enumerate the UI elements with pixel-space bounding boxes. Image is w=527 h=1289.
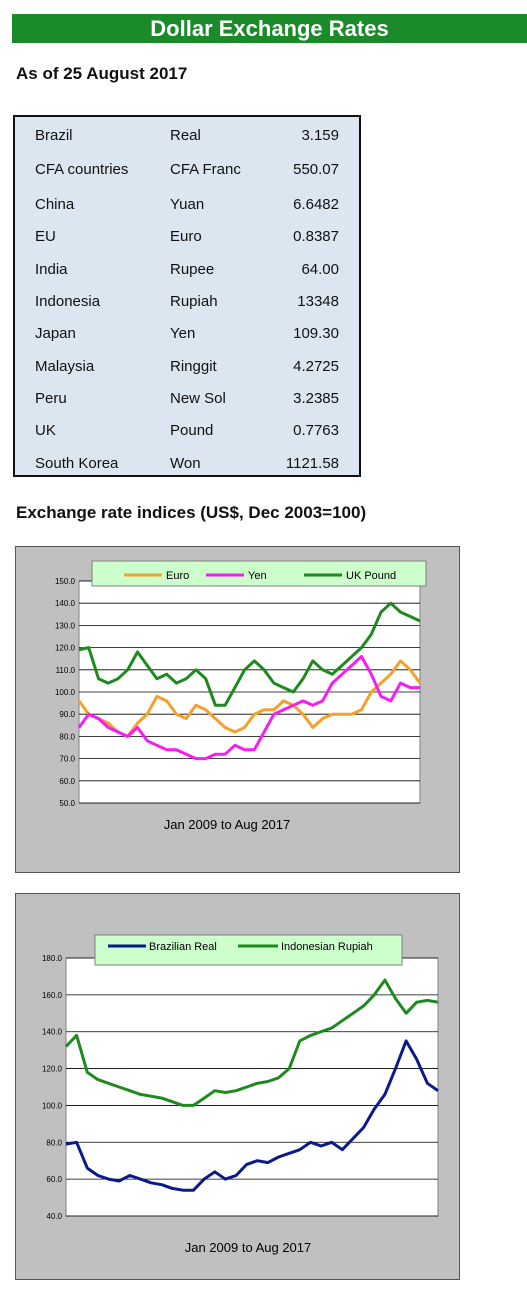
legend-label: Euro bbox=[166, 570, 189, 582]
country-cell: Malaysia bbox=[35, 358, 95, 375]
table-row: South Korea Won 1121.58 bbox=[15, 452, 359, 476]
currency-cell: Yuan bbox=[170, 196, 205, 213]
y-tick-label: 150.0 bbox=[55, 577, 76, 586]
y-tick-label: 100.0 bbox=[55, 688, 76, 697]
y-tick-label: 130.0 bbox=[55, 621, 76, 630]
plot-area bbox=[65, 957, 439, 1217]
currency-cell: Rupiah bbox=[170, 293, 218, 310]
currency-cell: New Sol bbox=[170, 390, 226, 407]
y-tick-label: 60.0 bbox=[59, 777, 75, 786]
y-tick-label: 110.0 bbox=[56, 666, 76, 675]
y-tick-label: 60.0 bbox=[46, 1175, 62, 1184]
rate-cell: 3.2385 bbox=[293, 390, 339, 407]
y-tick-label: 70.0 bbox=[59, 755, 75, 764]
country-cell: UK bbox=[35, 422, 56, 439]
rate-cell: 0.8387 bbox=[293, 228, 339, 245]
table-row: Indonesia Rupiah 13348 bbox=[15, 290, 359, 314]
table-row: China Yuan 6.6482 bbox=[15, 193, 359, 217]
series-line-brazilian-real bbox=[65, 1039, 439, 1192]
y-tick-label: 80.0 bbox=[59, 732, 75, 741]
chart-real-rupiah: 40.0 60.0 80.0 100.0 120.0 140.0 160.0 180.0 Bra… bbox=[42, 934, 439, 1255]
chart-indices-panel: 50.0 60.0 70.0 80.0 90.0 100.0 110.0 120.0 130.0… bbox=[15, 546, 460, 873]
x-axis-label: Jan 2009 to Aug 2017 bbox=[185, 1240, 312, 1255]
currency-cell: Real bbox=[170, 127, 201, 144]
rate-cell: 6.6482 bbox=[293, 196, 339, 213]
table-row: Brazil Real 3.159 bbox=[15, 124, 359, 148]
series-line-yen bbox=[77, 655, 420, 761]
currency-cell: Yen bbox=[170, 325, 196, 342]
y-tick-label: 40.0 bbox=[46, 1212, 62, 1221]
rates-table: Brazil Real 3.159 CFA countries CFA Fran… bbox=[13, 115, 361, 477]
rate-cell: 64.00 bbox=[301, 261, 339, 278]
indices-heading: Exchange rate indices (US$, Dec 2003=100… bbox=[16, 503, 367, 522]
legend-label: Yen bbox=[248, 570, 267, 582]
rate-cell: 3.159 bbox=[301, 127, 339, 144]
currency-cell: Ringgit bbox=[170, 358, 217, 375]
country-cell: India bbox=[35, 261, 68, 278]
y-tick-label: 50.0 bbox=[59, 799, 75, 808]
table-row: UK Pound 0.7763 bbox=[15, 419, 359, 443]
series-line-euro bbox=[77, 659, 422, 738]
rate-cell: 13348 bbox=[297, 293, 339, 310]
country-cell: CFA countries bbox=[35, 161, 129, 178]
y-tick-label: 90.0 bbox=[59, 710, 75, 719]
table-row: Japan Yen 109.30 bbox=[15, 322, 359, 346]
y-tick-label: 120.0 bbox=[42, 1065, 63, 1074]
rate-cell: 550.07 bbox=[293, 161, 339, 178]
country-cell: Japan bbox=[35, 325, 76, 342]
y-tick-label: 140.0 bbox=[42, 1028, 63, 1037]
y-tick-label: 120.0 bbox=[55, 644, 76, 653]
y-tick-label: 100.0 bbox=[42, 1101, 63, 1110]
rate-cell: 1121.58 bbox=[285, 455, 339, 472]
country-cell: Indonesia bbox=[35, 293, 101, 310]
series-line-indonesian-rupiah bbox=[64, 978, 439, 1107]
as-of-date: As of 25 August 2017 bbox=[16, 64, 188, 83]
currency-cell: Won bbox=[170, 455, 201, 472]
table-row: CFA countries CFA Franc 550.07 bbox=[15, 158, 359, 182]
table-row: EU Euro 0.8387 bbox=[15, 225, 359, 249]
currency-cell: CFA Franc bbox=[170, 161, 241, 178]
country-cell: EU bbox=[35, 228, 56, 245]
country-cell: Peru bbox=[35, 390, 67, 407]
rate-cell: 0.7763 bbox=[293, 422, 339, 439]
chart-indices: 50.0 60.0 70.0 80.0 90.0 100.0 110.0 120.0 130.0… bbox=[55, 560, 427, 832]
table-row: Peru New Sol 3.2385 bbox=[15, 387, 359, 411]
rate-cell: 109.30 bbox=[293, 325, 339, 342]
y-tick-label: 180.0 bbox=[42, 954, 63, 963]
legend bbox=[94, 934, 403, 966]
y-tick-label: 140.0 bbox=[55, 599, 76, 608]
country-cell: Brazil bbox=[35, 127, 73, 144]
table-row: Malaysia Ringgit 4.2725 bbox=[15, 355, 359, 379]
x-axis-label: Jan 2009 to Aug 2017 bbox=[164, 817, 291, 832]
country-cell: China bbox=[35, 196, 75, 213]
rate-cell: 4.2725 bbox=[293, 358, 339, 375]
y-tick-label: 160.0 bbox=[42, 991, 63, 1000]
currency-cell: Euro bbox=[170, 228, 202, 245]
y-tick-label: 80.0 bbox=[46, 1138, 62, 1147]
page-title: Dollar Exchange Rates bbox=[12, 14, 527, 43]
currency-cell: Pound bbox=[170, 422, 214, 439]
country-cell: South Korea bbox=[35, 455, 119, 472]
chart-real-rupiah-panel: 40.0 60.0 80.0 100.0 120.0 140.0 160.0 180.0 Bra… bbox=[15, 893, 460, 1280]
legend-label: Indonesian Rupiah bbox=[281, 941, 373, 953]
legend-label: Brazilian Real bbox=[149, 941, 217, 953]
series-line-uk-pound bbox=[78, 601, 421, 707]
legend-label: UK Pound bbox=[346, 570, 396, 582]
table-row: India Rupee 64.00 bbox=[15, 258, 359, 282]
currency-cell: Rupee bbox=[170, 261, 215, 278]
